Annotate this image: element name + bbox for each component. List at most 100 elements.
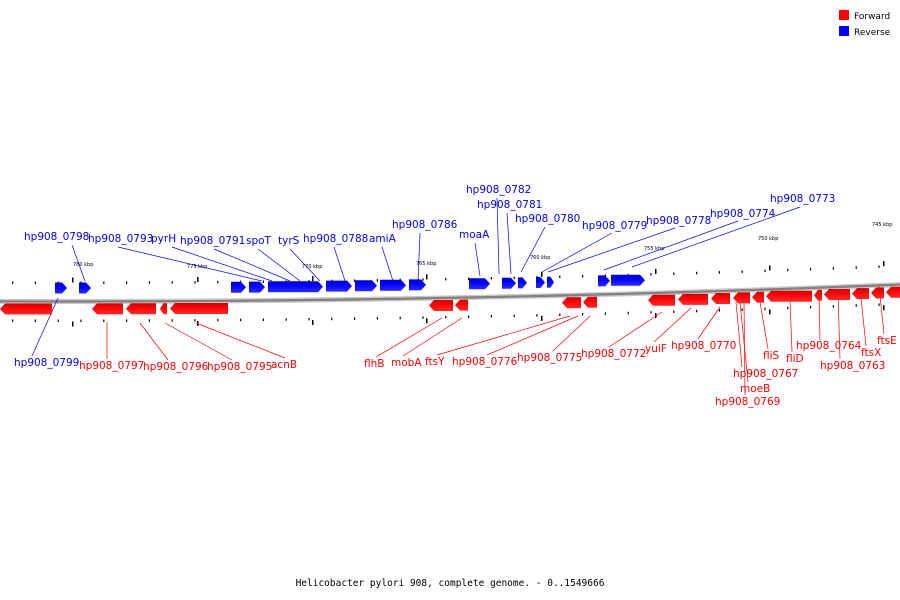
gene-arrow-reverse[interactable] [469,278,490,290]
gene-arrow-forward[interactable] [814,289,822,301]
gene-label-reverse[interactable]: spoT [246,235,272,247]
gene-label-forward[interactable]: hp908_0767 [733,368,798,380]
leader-line [541,232,613,273]
scale-tick [34,319,36,322]
scale-tick [810,306,812,309]
gene-label-reverse[interactable]: hp908_0780 [515,213,580,225]
gene-label-reverse[interactable]: moaA [459,229,490,241]
gene-label-forward[interactable]: hp908_0772 [581,348,646,360]
gene-arrow-forward[interactable] [170,303,228,314]
scale-tick [445,315,447,319]
gene-arrow-reverse[interactable] [79,282,91,294]
gene-arrow-reverse[interactable] [518,277,527,289]
gene-arrow-forward[interactable] [852,288,869,300]
gene-arrow-reverse[interactable] [380,279,406,291]
gene-arrow-reverse[interactable] [355,280,377,292]
gene-arrow-forward[interactable] [871,287,884,299]
scale-tick [741,270,743,273]
gene-arrow-reverse[interactable] [502,277,516,289]
gene-arrow-reverse[interactable] [598,275,610,287]
gene-arrow-reverse[interactable] [536,277,545,288]
gene-arrow-reverse[interactable] [409,279,426,291]
gene-label-forward[interactable]: fliD [786,353,804,365]
leader-line [496,197,500,275]
gene-arrow-reverse[interactable] [326,280,352,292]
leader-line [436,315,571,356]
gene-arrow-reverse[interactable] [268,281,323,293]
gene-label-forward[interactable]: hp908_0797 [79,360,144,372]
gene-label-forward[interactable]: fliS [763,350,780,362]
gene-label-reverse[interactable]: hp908_0781 [477,199,542,211]
gene-arrow-forward[interactable] [824,289,850,300]
gene-arrow-forward[interactable] [678,293,708,305]
legend: Forward Reverse [839,10,891,38]
gene-label-forward[interactable]: hp908_0769 [715,396,780,408]
gene-label-reverse[interactable]: hp908_0791 [180,235,245,247]
gene-features [0,274,900,315]
gene-arrow-forward[interactable] [429,300,453,311]
gene-label-reverse[interactable]: hp908_0799 [14,357,79,369]
gene-label-reverse[interactable]: hp908_0788 [303,233,368,245]
scale-tick-major [769,265,771,271]
gene-label-reverse[interactable]: hp908_0774 [710,208,776,220]
gene-label-reverse[interactable]: hp908_0773 [770,193,835,205]
gene-arrow-forward[interactable] [583,296,597,308]
scale-tick [513,276,515,280]
scale-tick [12,281,14,284]
gene-arrow-reverse[interactable] [231,281,246,293]
scale-tick [399,316,401,320]
scale-tick [148,281,150,284]
scale-tick [171,319,173,322]
scale-tick [285,318,287,321]
scale-tick [376,317,378,320]
gene-arrow-forward[interactable] [766,290,812,302]
gene-label-reverse[interactable]: pyrH [151,233,176,245]
legend-swatch-forward [839,10,849,20]
leader-line [697,306,721,340]
gene-label-reverse[interactable]: hp908_0798 [24,231,89,243]
gene-arrow-forward[interactable] [455,299,468,311]
gene-label-forward[interactable]: hp908_0763 [820,360,885,372]
legend-label-forward: Forward [854,12,890,22]
gene-label-reverse[interactable]: hp908_0786 [392,219,458,231]
gene-label-forward[interactable]: yuiF [645,343,667,355]
gene-arrow-forward[interactable] [160,303,167,315]
gene-arrow-forward[interactable] [562,297,581,309]
gene-label-reverse[interactable]: tyrS [278,235,300,247]
gene-arrow-reverse[interactable] [611,274,645,286]
gene-arrow-forward[interactable] [0,303,52,315]
gene-arrow-forward[interactable] [92,303,123,315]
scale-tick [194,319,196,322]
scale-tick [80,319,82,322]
leader-line [381,246,394,282]
gene-arrow-forward[interactable] [126,303,156,315]
gene-label-forward[interactable]: hp908_0796 [143,361,209,373]
gene-label-forward[interactable]: hp908_0776 [452,356,518,368]
gene-arrow-forward[interactable] [886,286,900,298]
gene-label-forward[interactable]: ftsE [877,335,897,347]
gene-label-forward[interactable]: moeB [740,383,770,395]
gene-label-forward[interactable]: hp908_0764 [796,340,862,352]
gene-label-forward[interactable]: hp908_0795 [207,361,272,373]
gene-arrow-forward[interactable] [711,293,730,304]
gene-arrow-reverse[interactable] [55,282,67,294]
gene-label-reverse[interactable]: hp908_0782 [466,184,531,196]
gene-label-forward[interactable]: ftsY [425,356,445,368]
gene-label-forward[interactable]: flhB [364,358,384,370]
gene-label-forward[interactable]: hp908_0775 [517,352,582,364]
gene-label-reverse[interactable]: amiA [369,233,397,245]
gene-label-forward[interactable]: mobA [391,357,422,369]
scale-tick [262,280,264,283]
gene-label-reverse[interactable]: hp908_0793 [88,233,153,245]
gene-label-reverse[interactable]: hp908_0778 [646,215,711,227]
gene-arrow-forward[interactable] [752,291,764,303]
gene-label-forward[interactable]: ftsX [861,347,881,359]
genome-backbone [0,282,900,304]
gene-label-forward[interactable]: acnB [271,359,297,371]
gene-label-forward[interactable]: hp908_0770 [671,340,736,352]
gene-arrow-reverse[interactable] [249,281,265,293]
gene-arrow-forward[interactable] [648,294,675,306]
gene-arrow-reverse[interactable] [547,276,554,288]
gene-arrow-forward[interactable] [733,292,750,304]
gene-label-reverse[interactable]: hp908_0779 [582,220,647,232]
